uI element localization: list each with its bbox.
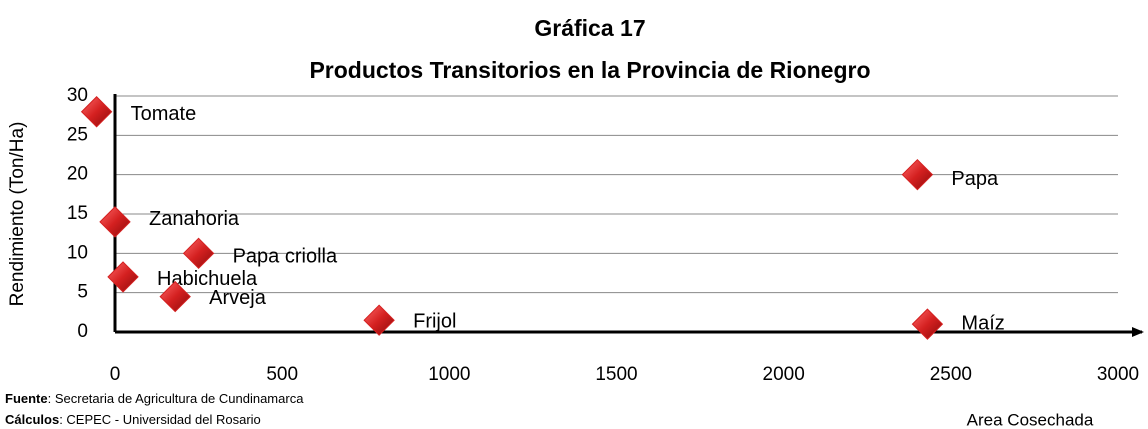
calc: : CEPEC - Universidad del Rosario xyxy=(59,412,261,427)
point-label: Tomate xyxy=(131,103,197,125)
point-label: Papa criolla xyxy=(233,246,338,268)
point xyxy=(80,96,113,128)
footer-calc: Cálculos: CEPEC - Universidad del Rosari… xyxy=(5,412,261,427)
x-tick-label: 1500 xyxy=(595,364,637,385)
y-tick-label: 5 xyxy=(77,282,88,303)
x-axis-label: Area Cosechada xyxy=(967,410,1094,429)
y-tick-label: 20 xyxy=(67,164,88,185)
x-tick-label: 1000 xyxy=(428,364,470,385)
point xyxy=(159,280,191,313)
y-tick-label: 10 xyxy=(67,242,88,263)
source: : Secretaria de Agricultura de Cundinama… xyxy=(48,391,305,406)
point xyxy=(99,206,131,238)
point xyxy=(363,304,395,336)
x-tick-label: 500 xyxy=(266,364,298,385)
point xyxy=(107,261,139,293)
y-tick-label: 30 xyxy=(67,85,88,106)
source-label: Fuente xyxy=(5,391,48,406)
footer-source: Fuente: Secretaria de Agricultura de Cun… xyxy=(5,391,304,406)
point-label: Maíz xyxy=(961,312,1004,334)
x-tick-label: 2500 xyxy=(930,364,972,385)
point-label: Frijol xyxy=(413,310,456,332)
point-label: Papa xyxy=(951,168,999,190)
point-label: Arveja xyxy=(209,287,267,309)
x-tick-label: 2000 xyxy=(763,364,805,385)
calc-label: Cálculos xyxy=(5,412,59,427)
y-tick-label: 25 xyxy=(67,124,88,145)
x-tick-label: 3000 xyxy=(1097,364,1139,385)
x-tick-label: 0 xyxy=(110,364,121,385)
point xyxy=(911,308,944,340)
point xyxy=(182,237,215,270)
point-label: Zanahoria xyxy=(149,208,240,230)
y-axis-label: Rendimiento (Ton/Ha) xyxy=(7,122,28,307)
y-tick-label: 15 xyxy=(67,203,88,224)
point-label: Habichuela xyxy=(157,268,258,290)
chart-title: Gráfica 17 xyxy=(534,15,645,41)
chart-subtitle: Productos Transitorios en la Provincia d… xyxy=(309,57,870,83)
y-tick-label: 0 xyxy=(77,321,88,342)
point xyxy=(901,158,934,191)
